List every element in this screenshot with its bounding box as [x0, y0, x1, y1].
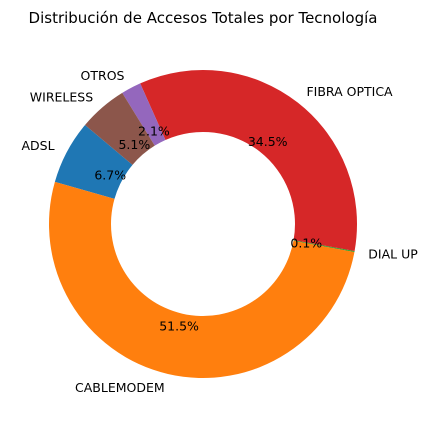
- slice-dial-up: [293, 240, 355, 253]
- category-label-fibra-optica: FIBRA OPTICA: [306, 84, 393, 99]
- slice-wireless: [85, 92, 155, 165]
- percent-label-cablemodem: 51.5%: [159, 319, 199, 334]
- category-label-cablemodem: CABLEMODEM: [75, 380, 165, 395]
- slice-cablemodem: [48, 181, 355, 379]
- category-label-wireless: WIRELESS: [30, 89, 93, 104]
- category-label-dial-up: DIAL UP: [368, 247, 418, 262]
- percent-label-adsl: 6.7%: [94, 167, 126, 182]
- labels-group: ADSL 6.7% CABLEMODEM 51.5% DIAL UP 0.1% FIBRA …: [22, 68, 419, 395]
- percent-label-dial-up: 0.1%: [290, 235, 322, 250]
- slice-adsl: [54, 125, 133, 199]
- percent-label-otros: 2.1%: [138, 124, 170, 139]
- percent-label-fibra-optica: 34.5%: [248, 134, 288, 149]
- category-label-adsl: ADSL: [22, 138, 55, 153]
- slice-otros: [122, 83, 166, 146]
- percent-label-wireless: 5.1%: [118, 137, 150, 152]
- slice-fibra-optica: [140, 70, 357, 252]
- chart-title: Distribución de Accesos Totales por Tecn…: [29, 9, 378, 27]
- category-label-otros: OTROS: [81, 68, 125, 83]
- slices-group: [48, 70, 357, 379]
